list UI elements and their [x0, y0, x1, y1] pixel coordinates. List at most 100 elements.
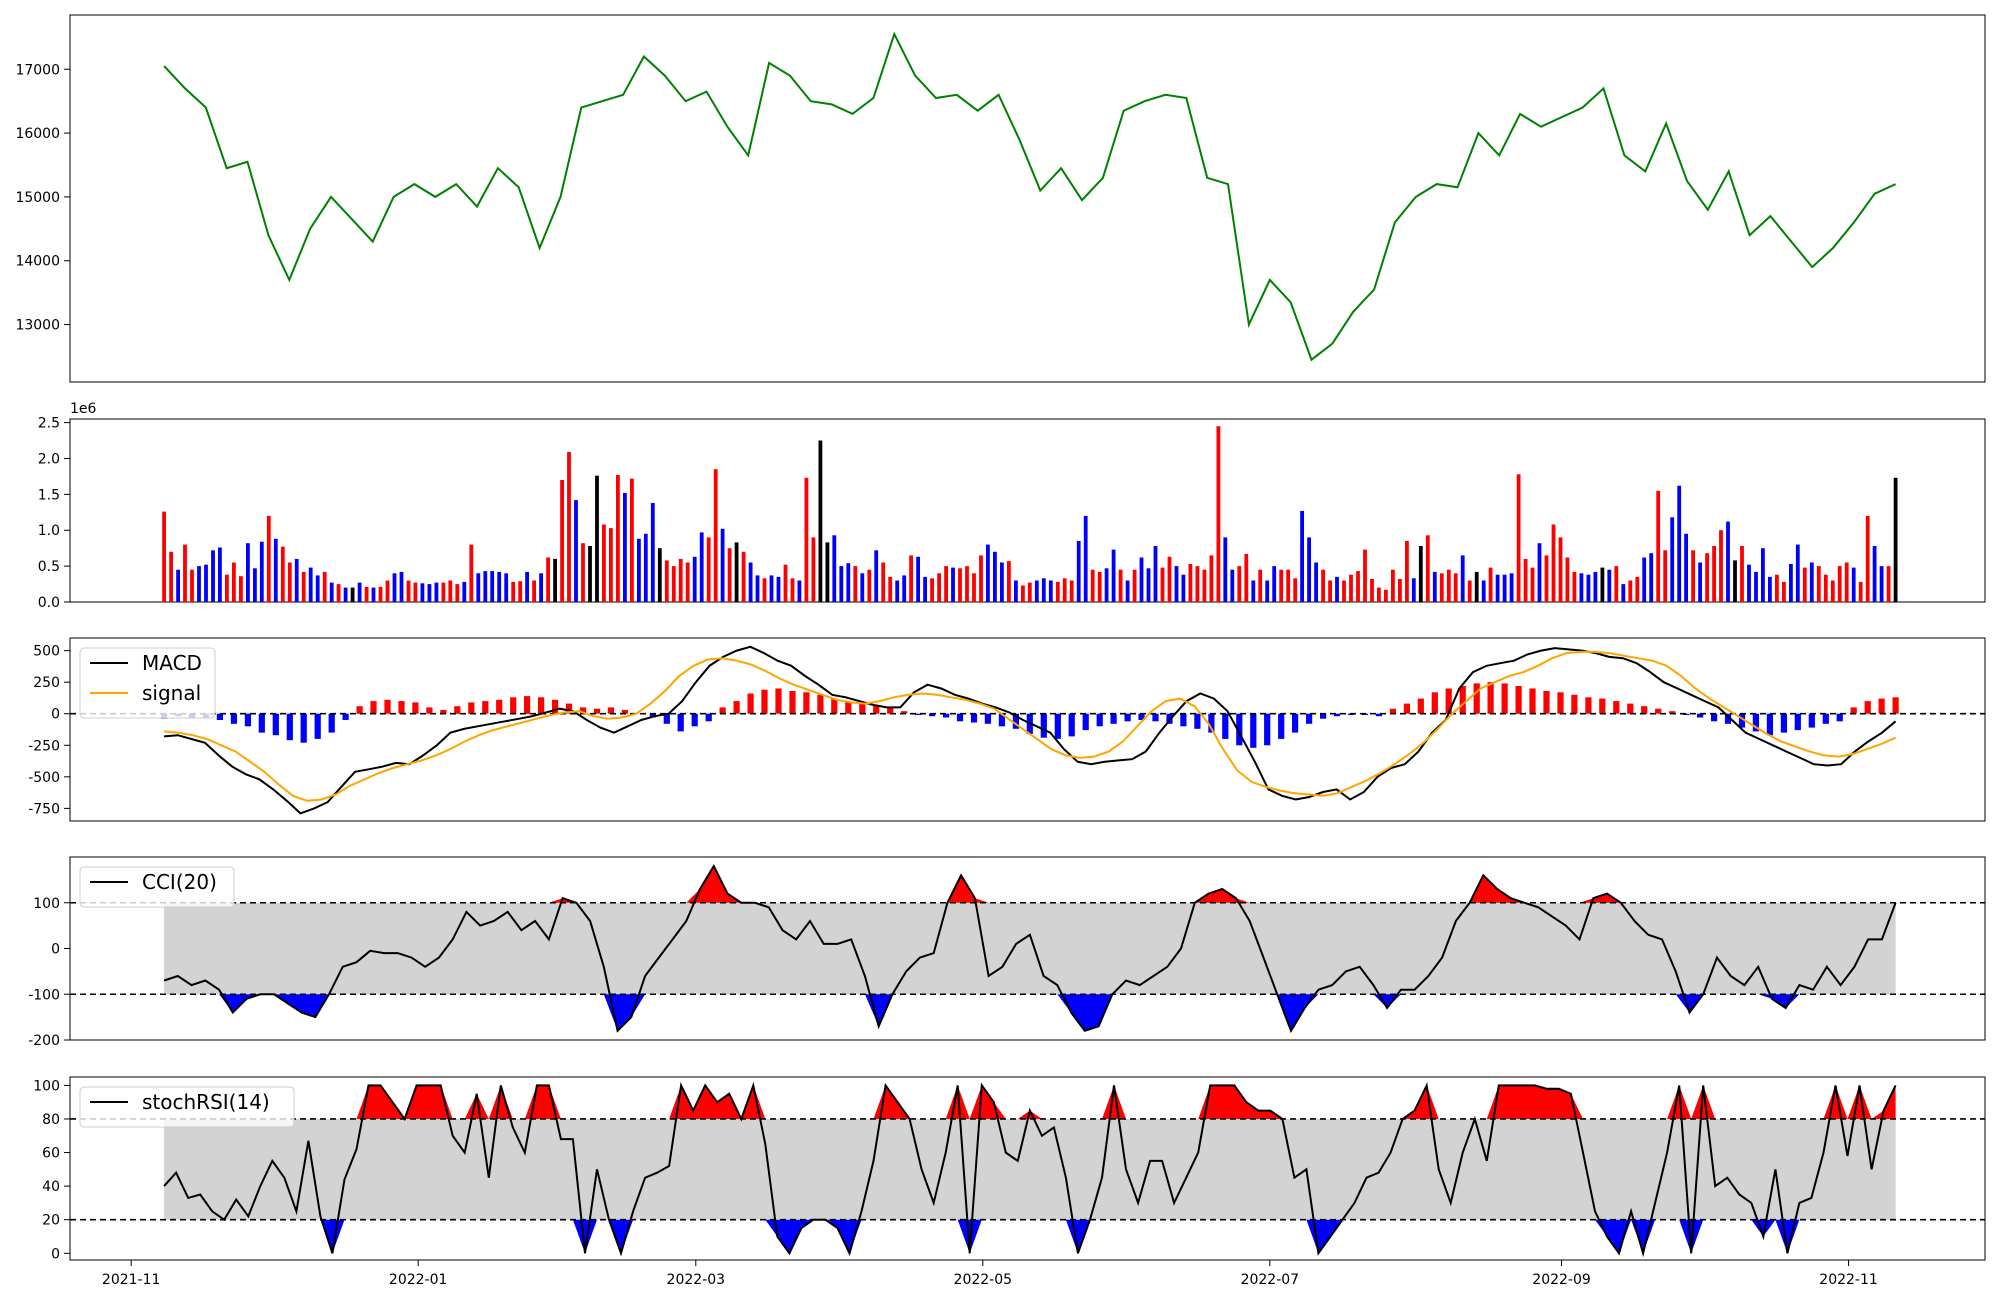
macd-histogram-bar [1878, 698, 1885, 714]
macd-histogram-bar [1669, 711, 1676, 714]
volume-bar [1572, 571, 1577, 602]
macd-histogram-bar [747, 693, 754, 714]
macd-histogram-bar [1320, 713, 1327, 719]
volume-bar [692, 556, 697, 602]
volume-bar [685, 562, 690, 602]
macd-histogram-bar [1641, 706, 1648, 714]
stochrsi-legend-label: stochRSI(14) [142, 1090, 270, 1114]
volume-bar [602, 524, 606, 602]
volume-bar [874, 550, 879, 602]
volume-bar [392, 573, 397, 602]
volume-bar [741, 551, 746, 602]
macd-histogram-bar [1180, 713, 1187, 727]
volume-bar [825, 542, 830, 602]
volume-bar [623, 492, 627, 602]
volume-bar [1502, 574, 1507, 602]
macd-histogram-bar [803, 692, 810, 714]
volume-bar [183, 544, 187, 602]
macd-histogram-bar [272, 713, 279, 736]
volume-bar [1174, 566, 1179, 602]
volume-bar [832, 535, 837, 602]
volume-bar [1677, 485, 1682, 602]
macd-histogram-bar [1557, 692, 1564, 714]
macd-histogram-bar [510, 697, 517, 714]
stochrsi-band [164, 1118, 1896, 1220]
volume-bar [1593, 571, 1598, 602]
macd-histogram-bar [1138, 713, 1145, 720]
volume-bar [1363, 549, 1367, 602]
volume-bar [616, 475, 620, 602]
macd-histogram-bar [1529, 688, 1536, 714]
macd-histogram-bar [1724, 713, 1732, 724]
volume-bar [1349, 574, 1353, 602]
volume-bar [1851, 567, 1856, 602]
price-ytick-label: 13000 [15, 318, 60, 334]
macd-histogram-bar [1627, 703, 1634, 714]
volume-bar [748, 562, 753, 602]
stochrsi-axes-frame [69, 1076, 1986, 1261]
volume-bar [413, 582, 418, 602]
volume-bar [630, 478, 634, 602]
volume-bar [1335, 576, 1339, 602]
x-tick-label: 2022-07 [1241, 1272, 1300, 1288]
volume-bar [385, 580, 390, 602]
macd-histogram-bar [398, 701, 405, 714]
macd-histogram-bar [1278, 713, 1285, 739]
volume-bar [713, 469, 718, 602]
macd-histogram-bar [552, 699, 559, 714]
volume-bar [1062, 578, 1067, 602]
volume-bar [294, 558, 299, 602]
macd-histogram-bar [607, 707, 614, 714]
price-panel: 13000 14000 15000 16000 17000 [15, 14, 1986, 383]
cci-legend-label: CCI(20) [142, 870, 217, 894]
volume-bar [1600, 567, 1605, 602]
cci-panel: -200 -100 0 100 CCI(20) [28, 856, 1986, 1049]
volume-bar [1425, 535, 1430, 602]
macd-histogram-bar [1683, 713, 1690, 715]
volume-bar [371, 587, 376, 602]
volume-bar [1663, 550, 1668, 602]
cci-ytick-label: -200 [28, 1033, 60, 1049]
volume-bar [169, 551, 173, 602]
macd-histogram-bar [468, 702, 475, 714]
macd-panel: -750 -500 -250 0 250 500 MACD signal [28, 637, 1986, 822]
volume-bar [1202, 569, 1207, 602]
volume-bar [1795, 544, 1800, 602]
volume-bar [315, 575, 320, 602]
volume-bar [1670, 517, 1675, 602]
macd-histogram-bar [998, 713, 1005, 727]
volume-bar [1733, 560, 1737, 602]
volume-bar [1132, 569, 1137, 602]
macd-histogram-bar [1571, 694, 1578, 714]
volume-ytick-label: 0.5 [38, 559, 60, 575]
macd-histogram-bar [1054, 713, 1061, 739]
stochrsi-ytick-label: 20 [42, 1213, 60, 1229]
volume-bar [1768, 576, 1772, 602]
volume-multiplier-label: 1e6 [70, 401, 97, 417]
macd-histogram-bar [1375, 713, 1382, 717]
volume-bar [1391, 569, 1395, 602]
volume-bar [1481, 580, 1486, 602]
volume-bar [979, 555, 983, 602]
volume-panel: 0.0 0.5 1.0 1.5 2.0 2.5 1e6 [38, 401, 1986, 611]
macd-ytick-label: 250 [33, 675, 60, 691]
volume-bar [1418, 546, 1423, 602]
stochrsi-ytick-label: 0 [51, 1246, 60, 1262]
volume-bar [308, 567, 313, 602]
volume-bar [1195, 566, 1200, 602]
volume-bar [287, 562, 292, 602]
macd-histogram-bar [956, 713, 964, 722]
volume-bar [1069, 580, 1074, 602]
volume-bar [448, 580, 453, 602]
volume-bar [769, 575, 774, 602]
macd-histogram-bar [733, 701, 740, 714]
volume-bar [1614, 566, 1619, 602]
macd-histogram-bar [915, 713, 922, 715]
cci-band [164, 902, 1896, 995]
macd-histogram-bar [426, 707, 433, 714]
volume-bar [581, 543, 585, 602]
macd-histogram-bar [901, 711, 908, 714]
volume-bar [1237, 566, 1242, 602]
x-tick-label: 2021-11 [102, 1272, 161, 1288]
